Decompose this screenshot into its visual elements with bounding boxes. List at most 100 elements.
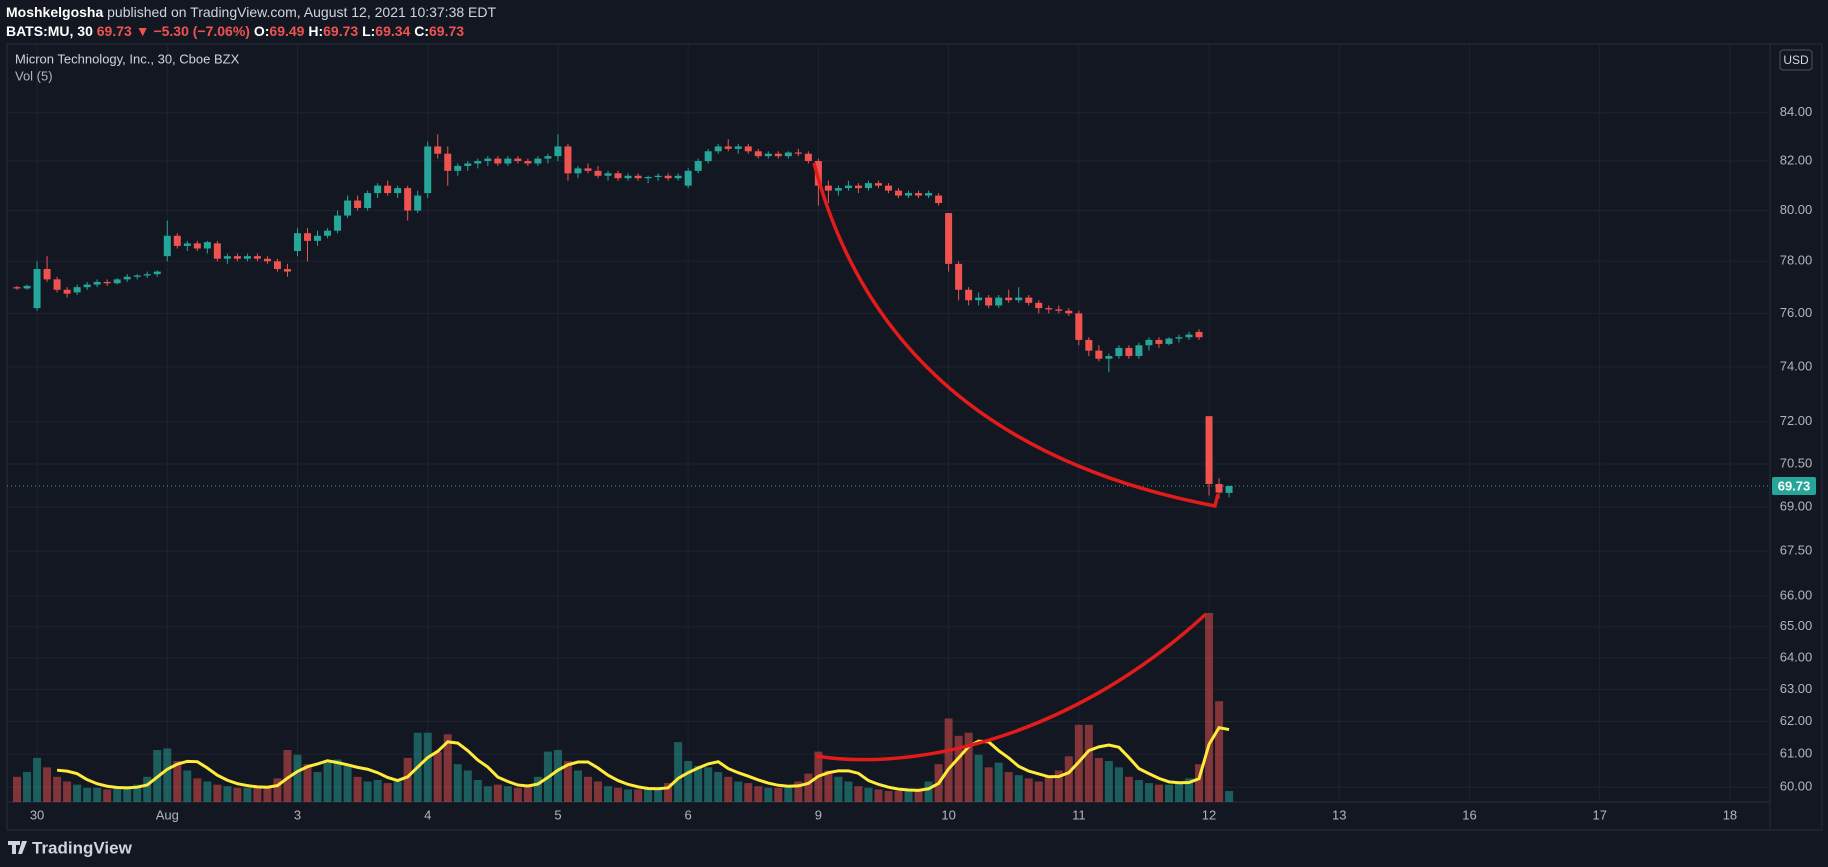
volume-bar xyxy=(1195,764,1204,802)
legend-title: Micron Technology, Inc., 30, Cboe BZX xyxy=(15,51,240,66)
grid xyxy=(7,44,1770,802)
volume-bar xyxy=(1084,724,1093,802)
volume-bar xyxy=(523,784,532,802)
candle-body xyxy=(664,175,672,179)
candle-body xyxy=(714,146,722,152)
volume-bar xyxy=(433,751,442,802)
volume-bar xyxy=(1164,784,1173,802)
candle-body xyxy=(1225,485,1233,493)
candle-body xyxy=(364,193,372,209)
candle-body xyxy=(624,175,632,179)
volume-bar xyxy=(924,781,933,802)
candle-body xyxy=(1005,297,1013,301)
candle-body xyxy=(173,235,181,246)
candle-body xyxy=(1015,297,1023,301)
volume-bar xyxy=(53,776,62,802)
volume-bar xyxy=(1064,756,1073,802)
drawing-curve xyxy=(815,612,1208,762)
candle-body xyxy=(724,146,732,149)
candle-body xyxy=(13,287,21,289)
y-tick-label: 70.50 xyxy=(1780,455,1813,470)
candle-body xyxy=(434,146,442,154)
volume-bar xyxy=(343,765,352,802)
volume-bar xyxy=(724,776,733,802)
volume-bar xyxy=(904,790,913,802)
volume-bar xyxy=(594,781,603,802)
y-tick-label: 67.50 xyxy=(1780,543,1813,558)
candle-body xyxy=(474,161,482,164)
candle-body xyxy=(424,146,432,194)
volume-bar xyxy=(33,757,42,802)
volume-bar xyxy=(503,786,512,802)
volume-bar xyxy=(944,718,953,802)
candle-body xyxy=(1215,483,1223,493)
volume-bar xyxy=(473,779,482,802)
x-tick-label: 17 xyxy=(1592,807,1606,822)
c: 69.73 xyxy=(429,23,465,39)
volume-bar xyxy=(1144,783,1153,802)
volume-bar xyxy=(884,790,893,802)
candle-body xyxy=(874,183,882,186)
candle-body xyxy=(1065,310,1073,314)
candle-body xyxy=(804,153,812,162)
y-tick-label: 62.00 xyxy=(1780,713,1813,728)
y-tick-label: 76.00 xyxy=(1780,305,1813,320)
candle-body xyxy=(544,156,552,159)
candle-body xyxy=(304,233,312,241)
volume-bar xyxy=(1114,767,1123,802)
candle-body xyxy=(93,281,101,285)
volume-bar xyxy=(994,762,1003,802)
candle-body xyxy=(1045,308,1053,310)
candle-body xyxy=(1075,313,1083,340)
candle-body xyxy=(314,235,322,241)
volume-bar xyxy=(1104,761,1113,802)
x-tick-label: 9 xyxy=(815,807,822,822)
candle-body xyxy=(644,176,652,179)
change: −5.30 (−7.06%) xyxy=(153,23,250,39)
candle-body xyxy=(594,170,602,176)
c-label: C: xyxy=(414,23,429,39)
candle-body xyxy=(394,188,402,194)
candle-body xyxy=(53,279,61,290)
candle-body xyxy=(273,261,281,270)
volume-bar xyxy=(73,784,82,802)
candle-body xyxy=(113,279,121,284)
candle-body xyxy=(253,256,261,259)
volume-bar xyxy=(614,787,623,802)
legend-volume: Vol (5) xyxy=(15,68,53,83)
volume-bar xyxy=(914,789,923,802)
candle-body xyxy=(103,281,111,284)
volume-bar xyxy=(143,776,152,802)
candle-body xyxy=(704,151,712,162)
volume-bar xyxy=(894,790,903,802)
volume-bar xyxy=(113,787,122,802)
volume-bar xyxy=(734,781,743,802)
candle-body xyxy=(1185,334,1193,338)
volume-bar xyxy=(1014,775,1023,802)
candle-body xyxy=(935,195,943,204)
volume-bar xyxy=(1154,784,1163,802)
volume-bar xyxy=(23,772,32,802)
volume-bar xyxy=(664,783,673,802)
candle-body xyxy=(995,297,1003,306)
volume-bar xyxy=(363,781,372,802)
published: published on TradingView.com, August 12,… xyxy=(107,4,497,20)
y-tick-label: 78.00 xyxy=(1780,253,1813,268)
candle-body xyxy=(614,173,622,179)
candle-body xyxy=(133,275,141,277)
candle-body xyxy=(1165,338,1173,344)
volume-bar xyxy=(253,787,262,802)
candle-body xyxy=(674,175,682,179)
volume-bar xyxy=(173,761,182,802)
candle-body xyxy=(43,269,51,280)
candle-body xyxy=(1205,416,1213,484)
volume-bar xyxy=(13,776,22,802)
volume-bar xyxy=(303,764,312,802)
candle-body xyxy=(1085,339,1093,351)
candle-body xyxy=(534,158,542,164)
volume-bar xyxy=(553,750,562,802)
candle-body xyxy=(444,153,452,171)
currency-box[interactable] xyxy=(1779,49,1813,71)
candle-body xyxy=(694,161,702,171)
candle-body xyxy=(734,146,742,149)
